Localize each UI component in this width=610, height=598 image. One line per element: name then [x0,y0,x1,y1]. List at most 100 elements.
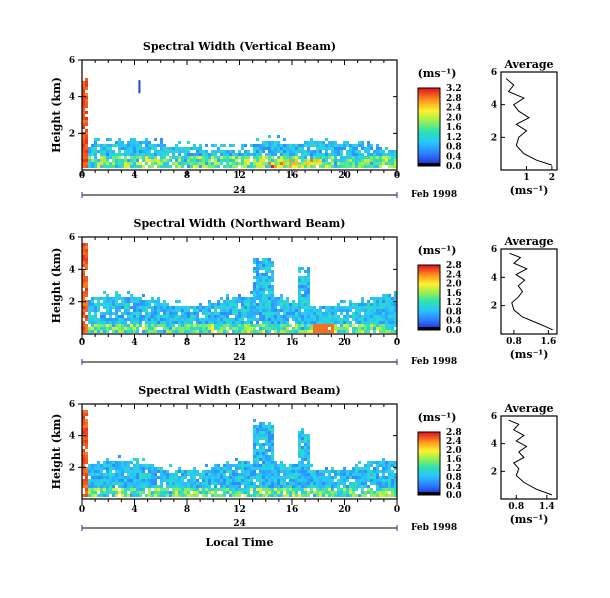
colorbar-swatch [418,465,440,468]
heatmap-cell [316,141,319,144]
heatmap-cell [181,315,184,318]
heatmap-cell [304,279,307,282]
heatmap-cell [265,144,268,147]
heatmap-cell [247,309,250,312]
panel-title: Spectral Width (Northward Beam) [134,217,346,230]
heatmap-cell [130,138,133,141]
heatmap-cell [82,294,85,297]
heatmap-cell [196,494,199,497]
heatmap-cell [172,309,175,312]
heatmap-cell [133,485,136,488]
heatmap-cell [121,330,124,333]
heatmap-cell [118,476,121,479]
heatmap-cell [136,306,139,309]
heatmap-cell [232,153,235,156]
heatmap-cell [379,297,382,300]
heatmap-cell [196,150,199,153]
heatmap-cell [337,485,340,488]
heatmap-cell [388,482,391,485]
heatmap-cell [352,147,355,150]
heatmap-cell [307,485,310,488]
heatmap-cell [268,449,271,452]
heatmap-cell [205,470,208,473]
heatmap-cell [82,479,85,482]
heatmap-cell [256,464,259,467]
heatmap-cell [199,318,202,321]
heatmap-cell [349,162,352,165]
heatmap-cell [292,467,295,470]
heatmap-cell [304,452,307,455]
heatmap-cell [136,144,139,147]
heatmap-cell [295,470,298,473]
heatmap-cell [298,294,301,297]
heatmap-cell [229,153,232,156]
heatmap-cell [298,473,301,476]
colorbar-tick-label: 0.8 [446,307,462,317]
heatmap-cell [100,485,103,488]
heatmap-cell [181,491,184,494]
heatmap-cell [109,156,112,159]
heatmap-cell [130,297,133,300]
heatmap-cell [274,312,277,315]
heatmap-cell [259,479,262,482]
colorbar-swatch [418,150,440,153]
colorbar-frame [417,431,441,496]
heatmap-cell [247,156,250,159]
heatmap-cell [271,473,274,476]
heatmap-cell [163,147,166,150]
heatmap-cell [160,494,163,497]
heatmap-cell [361,488,364,491]
heatmap-cell [154,488,157,491]
heatmap-cell [283,147,286,150]
heatmap-cell [106,297,109,300]
heatmap-cell [352,156,355,159]
heatmap-cell [169,159,172,162]
colorbar-swatch [418,313,440,316]
heatmap-cell [247,473,250,476]
heatmap-cell [136,458,139,461]
heatmap-cell [268,294,271,297]
heatmap-cell [394,312,397,315]
heatmap-cell [214,488,217,491]
heatmap-cell [199,147,202,150]
heatmap-cell [253,165,256,168]
heatmap-cell [136,485,139,488]
heatmap-cell [175,318,178,321]
heatmap-cell [138,80,141,94]
heatmap-cell [139,479,142,482]
heatmap-cell [268,494,271,497]
heatmap-cell [175,159,178,162]
heatmap-cell [328,330,331,333]
heatmap-cell [181,309,184,312]
heatmap-cell [268,422,271,425]
heatmap-cell [112,303,115,306]
heatmap-cell [358,470,361,473]
heatmap-cell [364,473,367,476]
x-tick-label: 0 [394,338,400,348]
heatmap-cell [85,135,88,138]
heatmap-cell [160,321,163,324]
heatmap-cell [136,491,139,494]
heatmap-cell [349,303,352,306]
heatmap-cell [196,165,199,168]
heatmap-cell [262,285,265,288]
heatmap-cell [301,306,304,309]
heatmap-cell [265,473,268,476]
heatmap-cell [316,312,319,315]
heatmap-cell [262,485,265,488]
heatmap-cell [316,150,319,153]
heatmap-cell [199,303,202,306]
heatmap-cell [94,141,97,144]
heatmap-cell [157,321,160,324]
heatmap-cell [82,327,85,330]
heatmap-cell [313,162,316,165]
panel-title: Spectral Width (Eastward Beam) [138,384,340,397]
heatmap-cell [265,270,268,273]
heatmap-cell [208,300,211,303]
heatmap-cell [142,141,145,144]
heatmap-cell [274,159,277,162]
heatmap-cell [271,458,274,461]
heatmap-cell [142,318,145,321]
heatmap-cell [298,306,301,309]
heatmap-cell [142,165,145,168]
